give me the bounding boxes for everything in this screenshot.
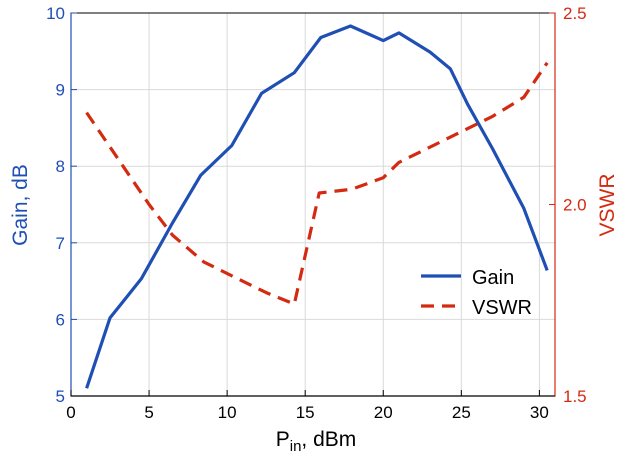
series-line-gain <box>85 24 549 389</box>
y-axis-right-tick-label: 2.0 <box>563 196 587 215</box>
legend: Gain VSWR <box>421 267 532 319</box>
x-axis-title-subscript: in <box>290 438 302 455</box>
series-layer <box>85 24 549 389</box>
plot-frame <box>70 12 556 397</box>
y-axis-left-tick-label: 7 <box>56 234 65 253</box>
x-axis-tick-label: 10 <box>218 403 237 422</box>
grid <box>71 13 555 396</box>
y-axis-left-tick-label: 9 <box>56 81 65 100</box>
x-axis: 0 5 10 15 20 25 30 <box>66 390 555 422</box>
y-axis-left-tick-label: 6 <box>56 310 65 329</box>
y-axis-left-tick-label: 8 <box>56 157 65 176</box>
x-axis-tick-label: 25 <box>452 403 471 422</box>
y-axis-left-tick-label: 5 <box>56 387 65 406</box>
x-axis-title-unit: , dBm <box>301 428 356 451</box>
y-axis-right-tick-label: 1.5 <box>563 387 587 406</box>
series-line-vswr <box>85 61 549 306</box>
x-axis-title: Pin, dBm <box>276 428 357 455</box>
y-axis-right-tick-label: 2.5 <box>563 4 587 23</box>
right-axis: 1.5 2.0 2.5 <box>549 4 587 406</box>
x-axis-tick-label: 30 <box>530 403 549 422</box>
y-axis-left-title: Gain, dB <box>9 164 32 246</box>
legend-label-gain: Gain <box>472 267 514 289</box>
x-axis-tick-label: 20 <box>374 403 393 422</box>
x-axis-tick-label: 5 <box>144 403 153 422</box>
legend-label-vswr: VSWR <box>472 297 532 319</box>
y-axis-right-title: VSWR <box>596 174 619 237</box>
left-axis: 5 6 7 8 9 10 <box>46 4 77 406</box>
x-axis-tick-label: 0 <box>66 403 75 422</box>
x-axis-tick-label: 15 <box>296 403 315 422</box>
y-axis-left-tick-label: 10 <box>46 4 65 23</box>
x-axis-title-main: P <box>276 428 290 451</box>
